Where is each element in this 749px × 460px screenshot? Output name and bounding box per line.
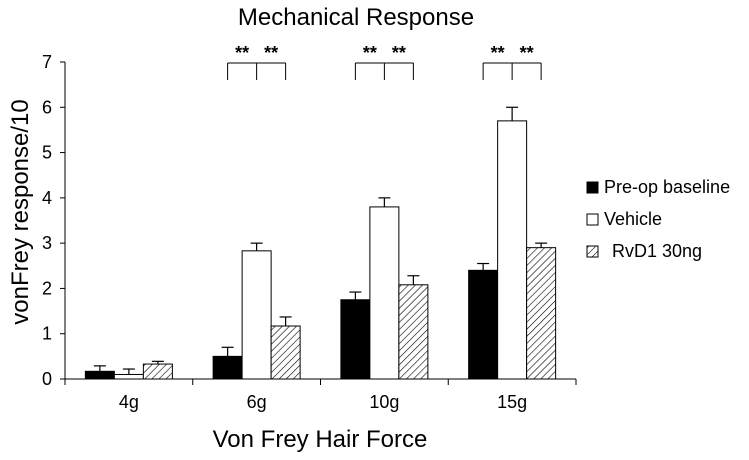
bar-10g-2 xyxy=(398,284,429,380)
legend-swatch-0 xyxy=(586,181,599,194)
bar-15g-0 xyxy=(468,269,499,380)
sig-label-2-1: ** xyxy=(520,43,534,63)
legend-label-2: RvD1 30ng xyxy=(612,241,702,261)
bar-4g-2 xyxy=(142,363,173,380)
sig-label-1-0: ** xyxy=(363,43,377,63)
y-tick-label-2: 2 xyxy=(42,278,52,298)
bar-4g-1 xyxy=(113,373,144,380)
legend-swatch-1 xyxy=(586,213,599,226)
bar-15g-2 xyxy=(526,247,557,380)
bar-6g-2 xyxy=(270,325,301,380)
y-tick-label-3: 3 xyxy=(42,233,52,253)
y-tick-label-7: 7 xyxy=(42,52,52,72)
plot-area: 0 1 2 3 4 5 6 7 4g 6g 10g 15g ** ** ** ** ** ** xyxy=(42,43,577,412)
y-axis-label: vonFrey response/10 xyxy=(7,99,34,324)
y-tick-label-0: 0 xyxy=(42,369,52,389)
bar-15g-1 xyxy=(497,120,528,380)
y-tick-label-6: 6 xyxy=(42,97,52,117)
x-tick-label-1: 6g xyxy=(247,392,267,412)
legend-label-0: Pre-op baseline xyxy=(604,177,730,197)
chart-title: Mechanical Response xyxy=(238,4,474,31)
x-tick-label-0: 4g xyxy=(119,392,139,412)
bar-6g-1 xyxy=(241,250,272,380)
legend: Pre-op baseline Vehicle RvD1 30ng xyxy=(586,177,730,261)
sig-label-2-0: ** xyxy=(491,43,505,63)
bar-10g-0 xyxy=(340,299,371,380)
sig-label-1-1: ** xyxy=(392,43,406,63)
sig-label-0-0: ** xyxy=(235,43,249,63)
legend-label-1: Vehicle xyxy=(604,209,662,229)
x-tick-label-3: 15g xyxy=(497,392,527,412)
legend-swatch-2 xyxy=(586,245,599,258)
bar-6g-0 xyxy=(212,355,243,380)
sig-label-0-1: ** xyxy=(264,43,278,63)
y-tick-label-1: 1 xyxy=(42,324,52,344)
bar-10g-1 xyxy=(369,206,400,380)
y-tick-label-5: 5 xyxy=(42,143,52,163)
y-tick-label-4: 4 xyxy=(42,188,52,208)
x-axis-label: Von Frey Hair Force xyxy=(213,426,428,453)
bar-4g-0 xyxy=(84,370,115,380)
x-tick-label-2: 10g xyxy=(369,392,399,412)
